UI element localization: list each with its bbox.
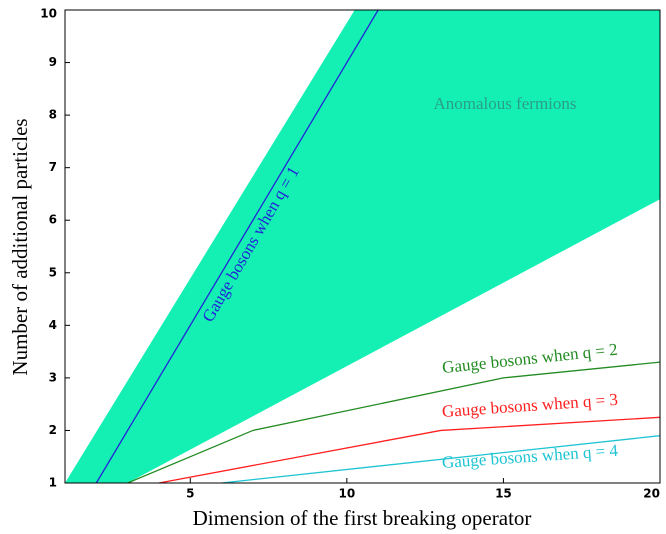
series-label: Gauge bosons when q = 2 <box>441 340 618 377</box>
x-tick-label: 15 <box>495 487 512 501</box>
area-label: Anomalous fermions <box>433 94 576 113</box>
x-tick-label: 10 <box>338 487 355 501</box>
y-tick-label: 4 <box>49 318 57 332</box>
line <box>221 435 660 483</box>
x-tick-label: 20 <box>643 487 660 501</box>
x-tick-label: 5 <box>186 487 194 501</box>
x-axis-label: Dimension of the first breaking operator <box>193 506 532 530</box>
y-axis-label: Number of additional particles <box>8 118 32 375</box>
y-tick-label: 9 <box>49 55 57 69</box>
area <box>65 10 660 483</box>
line <box>158 416 660 483</box>
series-label: Gauge bosons when q = 4 <box>441 441 619 472</box>
y-tick-label: 7 <box>49 160 57 174</box>
series-label: Gauge bosons when q = 3 <box>441 390 618 421</box>
y-tick-label: 1 <box>49 476 57 490</box>
plot-frame <box>64 9 661 484</box>
line <box>127 361 660 483</box>
line <box>95 10 379 483</box>
y-tick-label: 8 <box>49 108 57 122</box>
y-tick-label: 10 <box>40 7 57 21</box>
y-tick-label: 2 <box>49 423 57 437</box>
y-tick-label: 3 <box>49 370 57 384</box>
y-tick-label: 5 <box>49 265 57 279</box>
y-tick-label: 6 <box>49 213 57 227</box>
plot-area <box>65 10 660 483</box>
